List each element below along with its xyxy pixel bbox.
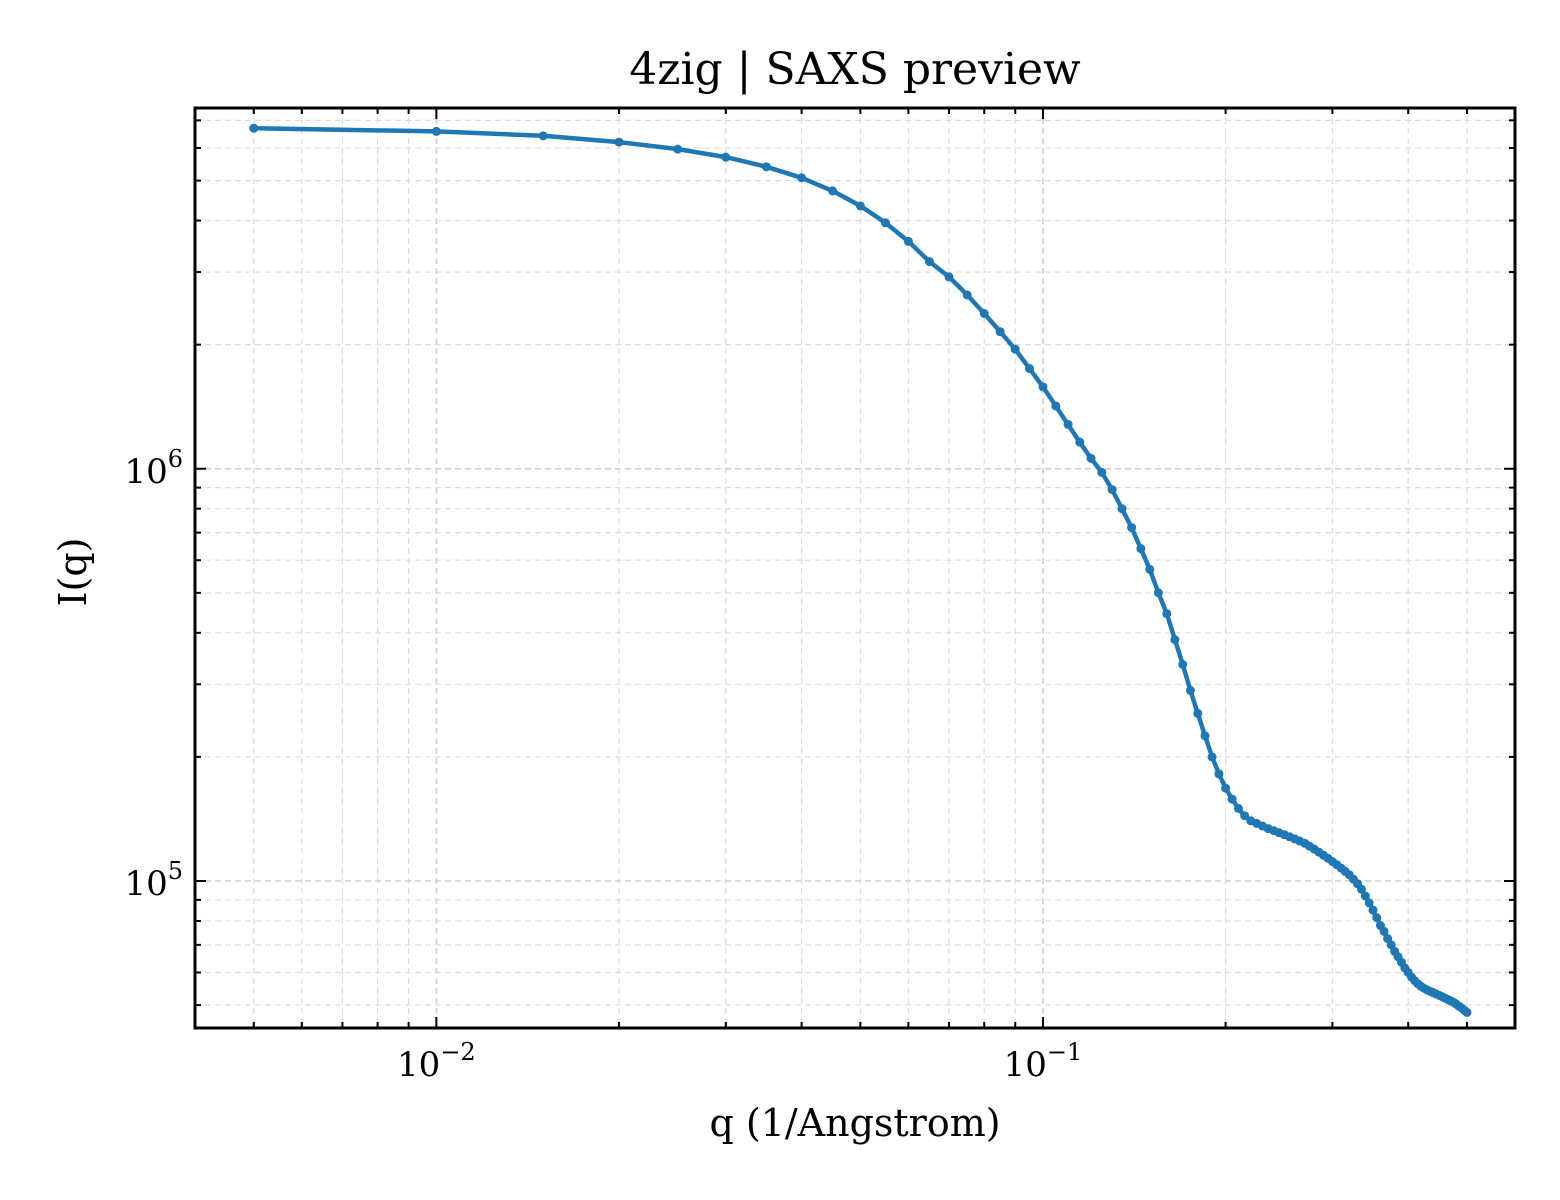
data-point — [1207, 752, 1217, 762]
data-point — [1221, 783, 1231, 793]
data-point — [1136, 544, 1146, 554]
data-point — [1233, 803, 1243, 813]
data-point — [1051, 401, 1061, 411]
data-point — [1162, 609, 1172, 619]
data-point — [761, 162, 771, 172]
data-point — [1193, 708, 1203, 718]
data-point — [1107, 485, 1117, 495]
data-point — [1356, 884, 1366, 894]
data-point — [614, 137, 624, 147]
data-point — [1240, 811, 1250, 821]
data-point — [1075, 437, 1085, 447]
data-point — [1178, 660, 1188, 670]
y-axis-label: I(q) — [51, 538, 95, 607]
tick-labels: 10−2 10−1 105 106 — [124, 445, 1082, 1085]
data-point — [924, 257, 934, 267]
data-point — [1185, 685, 1195, 695]
data-point — [721, 152, 731, 162]
data-point — [979, 309, 989, 319]
data-point — [1200, 731, 1210, 741]
x-axis-label: q (1/Angstrom) — [709, 1101, 1000, 1145]
data-point — [944, 272, 954, 282]
data-point — [1038, 382, 1048, 392]
data-point — [797, 173, 807, 183]
data-point — [995, 327, 1005, 337]
x-tick-label: 10−1 — [1004, 1038, 1083, 1085]
data-point — [1462, 1007, 1472, 1017]
data-point — [538, 131, 548, 141]
data-point — [1024, 364, 1034, 374]
x-tick-label: 10−2 — [397, 1038, 476, 1085]
y-tick-label: 105 — [124, 857, 183, 904]
data-point — [1368, 905, 1378, 915]
data-point — [249, 123, 259, 133]
data-point — [903, 236, 913, 246]
data-point — [1127, 523, 1137, 533]
data-point — [962, 290, 972, 300]
data-point — [1214, 769, 1224, 779]
data-point — [1097, 467, 1107, 477]
data-point — [1086, 453, 1096, 463]
data-point — [1063, 420, 1073, 430]
chart-title: 4zig | SAXS preview — [629, 44, 1081, 95]
data-point — [855, 201, 865, 211]
data-point — [880, 218, 890, 228]
data-point — [1117, 504, 1127, 514]
data-point — [431, 126, 441, 136]
data-point — [828, 186, 838, 196]
data-point — [673, 144, 683, 154]
data-point — [1227, 794, 1237, 804]
series-layer — [249, 123, 1472, 1017]
grid — [194, 108, 1515, 1028]
data-point — [1170, 635, 1180, 645]
data-point — [1010, 344, 1020, 354]
data-point — [1360, 891, 1370, 901]
data-point — [1364, 898, 1374, 908]
data-point — [1145, 564, 1155, 574]
data-point — [1153, 588, 1163, 598]
y-tick-label: 106 — [124, 445, 183, 492]
data-point — [1372, 913, 1382, 923]
data-point — [1379, 926, 1389, 936]
plot-frame — [193, 106, 1517, 1030]
